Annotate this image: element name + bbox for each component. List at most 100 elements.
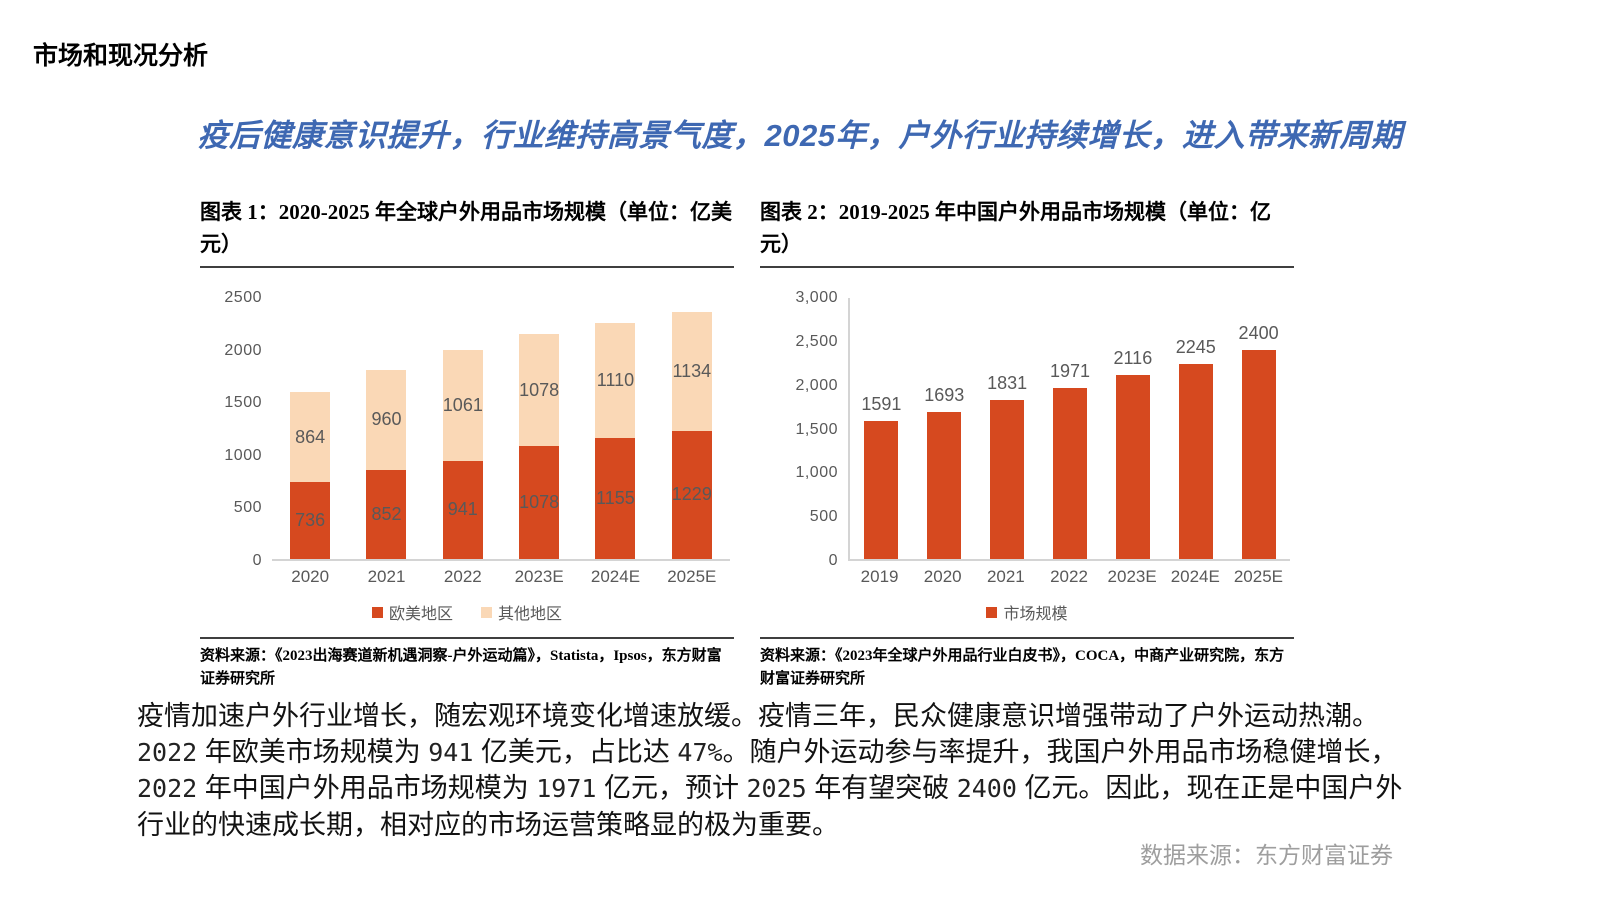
body-paragraph: 疫情加速户外行业增长，随宏观环境变化增速放缓。疫情三年，民众健康意识增强带动了户… [137,698,1425,843]
bar-value-label: 1229 [671,484,712,505]
plot-area: 864 736 960 852 1061 941 1078 1078 1110 1155 1134 1… [272,298,730,561]
bar-segment-欧美地区: 941 [442,460,483,559]
bar-column: 960 852 [348,298,424,559]
paragraph-number: 2022 [137,774,198,804]
bar-segment-市场规模 [1241,350,1276,559]
bar-segment-欧美地区: 852 [366,470,407,559]
x-axis-label: 2025E [1233,567,1283,586]
paragraph-text: 年有望突破 [806,773,957,804]
bar: 2116 [1114,348,1152,559]
legend-color-swatch [481,606,492,618]
legend-label: 欧美地区 [388,606,453,623]
bar: 1971 [1050,361,1090,559]
page-title: 市场和现况分析 [33,42,209,70]
bar-segment-其他地区: 1061 [443,350,483,461]
x-axis-label: 2022 [1050,567,1088,586]
bar-value-label: 1155 [596,488,635,509]
bar-value-label: 1061 [442,394,483,415]
bar-segment-其他地区: 960 [366,369,407,471]
paragraph-text: 年欧美市场规模为 [197,737,429,768]
bar-column: 1831 [976,298,1039,559]
bar: 1134 1229 [672,312,712,559]
x-axis-label: 2025E [667,567,717,586]
x-axis-label: 2024E [590,567,641,586]
paragraph-number: 1971 [536,774,597,804]
y-axis-tick-label: 500 [233,499,262,517]
bar-segment-市场规模 [927,411,962,559]
paragraph-text: 亿元。因此，现在正是中国户外行业的快速成长期，相对应的市场运营策略显的极为重要。 [137,773,1403,840]
legend-label: 市场规模 [1003,606,1068,623]
bar-column: 2245 [1164,298,1227,559]
bar-segment-欧美地区: 736 [290,482,331,559]
y-axis-tick-label: 2500 [224,289,262,306]
bar-segment-其他地区: 1134 [671,312,712,431]
bar-segment-欧美地区: 1078 [519,446,559,559]
bar-segment-欧美地区: 1229 [671,430,712,559]
bar-value-label: 1591 [861,393,902,414]
bar-segment-市场规模 [1178,363,1213,559]
y-axis-tick-label: 1,500 [795,420,838,438]
chart-panel-global: 图表 1：2020-2025 年全球户外用品市场规模（单位：亿美元） 2500 2… [200,197,734,692]
bar-segment-欧美地区: 1155 [595,438,636,559]
x-axis-label: 2023E [1107,567,1157,586]
legend-item: 其他地区 [481,601,562,623]
x-axis-label: 2023E [514,567,564,586]
y-axis: 3,000 2,500 2,000 1,500 1,000 500 0 [760,289,838,569]
x-axis-label: 2024E [1170,567,1220,586]
bar-column: 2116 [1101,298,1164,559]
y-axis-tick-label: 2000 [224,341,262,359]
y-axis-tick-label: 1,000 [795,464,838,482]
bar-value-label: 864 [295,426,326,447]
y-axis: 2500 2000 1500 1000 500 0 [200,289,262,569]
bar-segment-市场规模 [864,420,899,559]
y-axis-tick-label: 1500 [224,394,262,412]
bar-segment-其他地区: 1078 [519,333,560,447]
bar: 1831 [987,373,1027,559]
paragraph-number: 47% [677,738,723,768]
bar-value-label: 1110 [596,369,635,390]
bar-column: 1134 1229 [654,298,730,559]
bar-column: 1061 941 [425,298,501,559]
y-axis-tick-label: 0 [252,552,262,569]
plot-area: 1591 1693 1831 1971 2116 2245 2400 [848,298,1290,561]
bar-column: 1971 [1039,298,1102,559]
bar-value-label: 852 [371,504,402,525]
bar-segment-市场规模 [1115,374,1150,559]
x-axis-label: 2020 [923,567,962,586]
legend-item: 市场规模 [986,601,1068,623]
y-axis-tick-label: 0 [828,552,838,569]
paragraph-text: 疫情加速户外行业增长，随宏观环境变化增速放缓。疫情三年，民众健康意识增强带动了户… [137,701,1379,731]
paragraph-number: 2400 [956,774,1017,804]
legend-item: 欧美地区 [371,601,453,623]
bar-column: 1693 [913,298,976,559]
legend-label: 其他地区 [498,606,563,623]
x-axis-label: 2022 [443,567,482,586]
slide-headline: 疫后健康意识提升，行业维持高景气度，2025年，户外行业持续增长，进入带来新周期 [197,118,1403,153]
bar-value-label: 1971 [1049,360,1091,381]
bar: 1693 [924,385,964,559]
bar-column: 1110 1155 [577,298,653,559]
bar-column: 1078 1078 [501,298,577,559]
bar: 2400 [1239,323,1279,559]
paragraph-number: 2025 [746,774,807,804]
bar-value-label: 736 [295,510,326,531]
x-axis: 2019 2020 2021 2022 2023E 2024E 2025E [848,567,1290,587]
bar-value-label: 960 [371,409,402,430]
chart-title-global: 图表 1：2020-2025 年全球户外用品市场规模（单位：亿美元） [200,197,734,268]
chart-global-outdoor-market: 2500 2000 1500 1000 500 0 864 736 960 852 1061 941 1… [200,289,734,593]
y-axis-tick-label: 2,000 [795,376,838,394]
bar-value-label: 1078 [519,379,560,400]
y-axis-tick-label: 1000 [224,446,262,464]
bar: 960 852 [366,369,407,559]
paragraph-number: 2022 [137,738,198,768]
x-axis-label: 2019 [860,567,899,586]
bar-value-label: 2400 [1238,323,1279,344]
x-axis-label: 2020 [291,567,330,586]
x-axis-label: 2021 [986,567,1025,586]
bar: 864 736 [290,391,331,559]
y-axis-tick-label: 500 [809,508,838,526]
paragraph-text: 亿美元，占比达 [473,737,678,768]
chart-legend-china: 市场规模 [760,601,1294,623]
paragraph-text: 年中国户外用品市场规模为 [197,773,537,804]
